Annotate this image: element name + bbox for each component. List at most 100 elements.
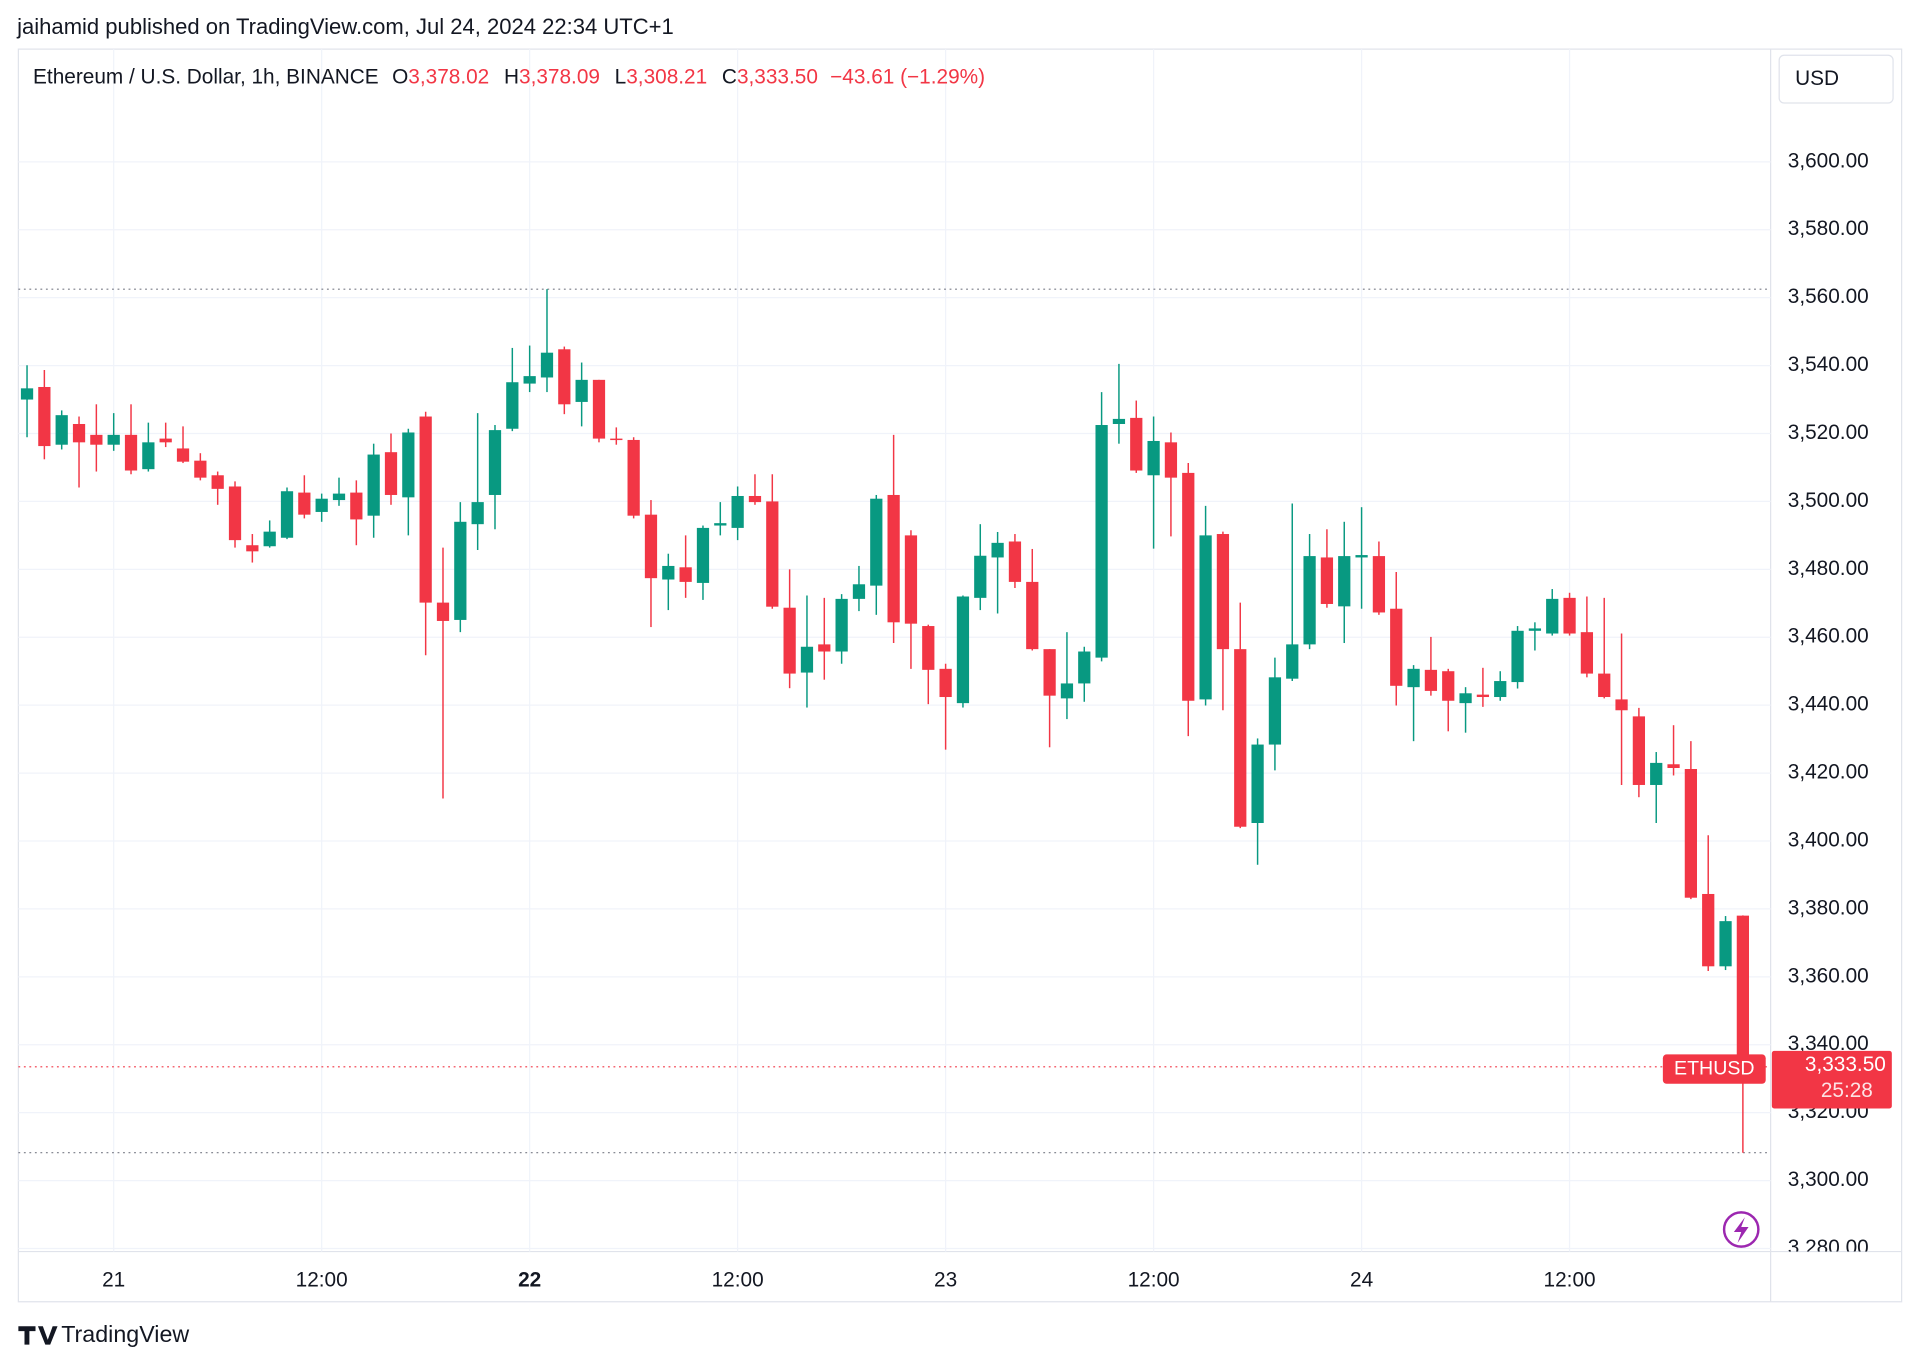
candle-body [55,415,68,445]
candle-body [488,430,502,495]
y-tick-label: 3,400.00 [1788,829,1869,852]
x-tick-label: 12:00 [1544,1268,1596,1291]
candle-body [90,434,103,445]
candle-body [72,423,86,443]
lightning-icon[interactable] [1722,1211,1760,1248]
candle-body [870,498,883,586]
candle-body [1078,651,1091,684]
y-tick-label: 3,300.00 [1788,1168,1869,1191]
candle-body [731,495,744,528]
candle-body [280,491,294,538]
candle-body [800,646,814,673]
candle-body [1303,556,1316,645]
change-value: −43.61 (−1.29%) [830,65,985,88]
candle-body [1615,699,1628,711]
candle-body [1372,556,1386,613]
candle-body [1684,769,1698,898]
y-tick-label: 3,580.00 [1788,217,1869,240]
y-tick-label: 3,420.00 [1788,761,1869,784]
candle-body [818,644,831,652]
candle-body [454,521,467,620]
candle-body [956,596,970,704]
candle-body [1494,681,1507,698]
candle-body [974,555,987,598]
candle-body [991,542,1004,558]
last-price: ETHUSD 3,333.50 25:28 [1662,1050,1892,1109]
candle-body [904,535,918,624]
candle-body [662,565,675,580]
candle-body [558,349,571,405]
candle-body [1736,915,1750,1067]
candle-body [298,492,311,515]
candle-body [1667,764,1680,768]
candle-body [1546,598,1559,634]
brand-logo [18,1326,58,1345]
brand-name: TradingView [61,1321,189,1347]
candle-body [246,545,259,552]
y-tick-label: 3,340.00 [1788,1032,1869,1055]
candle-body [1702,893,1715,967]
candle-body [939,668,952,698]
candle-body [679,567,692,582]
candle-body [1026,581,1039,650]
candle-body [696,527,710,583]
ohlc-value: 3,378.02 [408,65,489,88]
candle-body [1424,669,1438,691]
candle-body [1338,556,1351,607]
candle-body [1199,535,1212,700]
candle-body [783,607,796,674]
candle-body [1598,673,1611,698]
y-tick-label: 3,460.00 [1788,625,1869,648]
candle-body [20,388,34,400]
candle-body [852,584,866,599]
candle-body [835,598,848,652]
y-tick-label: 3,540.00 [1788,353,1869,376]
y-tick-label: 3,440.00 [1788,693,1869,716]
candle-body [748,495,762,503]
candle-body [1476,694,1490,698]
y-tick-label: 3,380.00 [1788,896,1869,919]
candle-body [384,452,398,495]
currency-button[interactable] [1778,54,1894,104]
candle-body [610,438,623,441]
currency-label: USD [1795,67,1839,90]
candle-body [1130,417,1143,471]
ohlc-key: C [722,65,737,88]
candle-body [627,439,640,516]
candle-body [766,501,779,607]
ohlc-key: L [615,65,627,88]
candle-body [350,492,363,520]
candle-body [194,460,207,478]
time-axis: 21 12:00 22 12:00 23 12:00 24 12:00 [102,1268,1595,1291]
x-tick-label: 12:00 [296,1268,348,1291]
x-tick-label: 22 [518,1268,541,1291]
candle-body [367,454,380,516]
y-tick-label: 3,500.00 [1788,489,1869,512]
candle-body [540,352,554,378]
ohlc-key: H [504,65,519,88]
candle-body [1563,597,1576,634]
candle-body [211,475,224,489]
candle-body [644,514,658,579]
chart-frame [17,48,1903,1303]
candle-body [38,386,51,447]
x-tick-label: 23 [934,1268,957,1291]
x-tick-label: 24 [1350,1268,1373,1291]
candle-body [1251,744,1264,824]
candle-body [1182,472,1195,701]
candle-body [1511,630,1524,683]
candle-body [714,523,727,526]
y-tick-label: 3,280.00 [1788,1236,1869,1259]
candle-body [1112,418,1126,424]
candle-body [1060,683,1074,699]
candle-body [1043,649,1056,696]
candle-body [1320,557,1334,604]
ohlc-value: 3,333.50 [737,65,818,88]
symbol-legend: Ethereum / U.S. Dollar, 1h, BINANCE O3,37… [33,65,985,88]
candle-body [315,498,328,512]
candle-body [1442,671,1455,701]
candle-body [887,494,900,623]
price-badge [1771,1050,1892,1109]
candle-body [107,434,120,445]
